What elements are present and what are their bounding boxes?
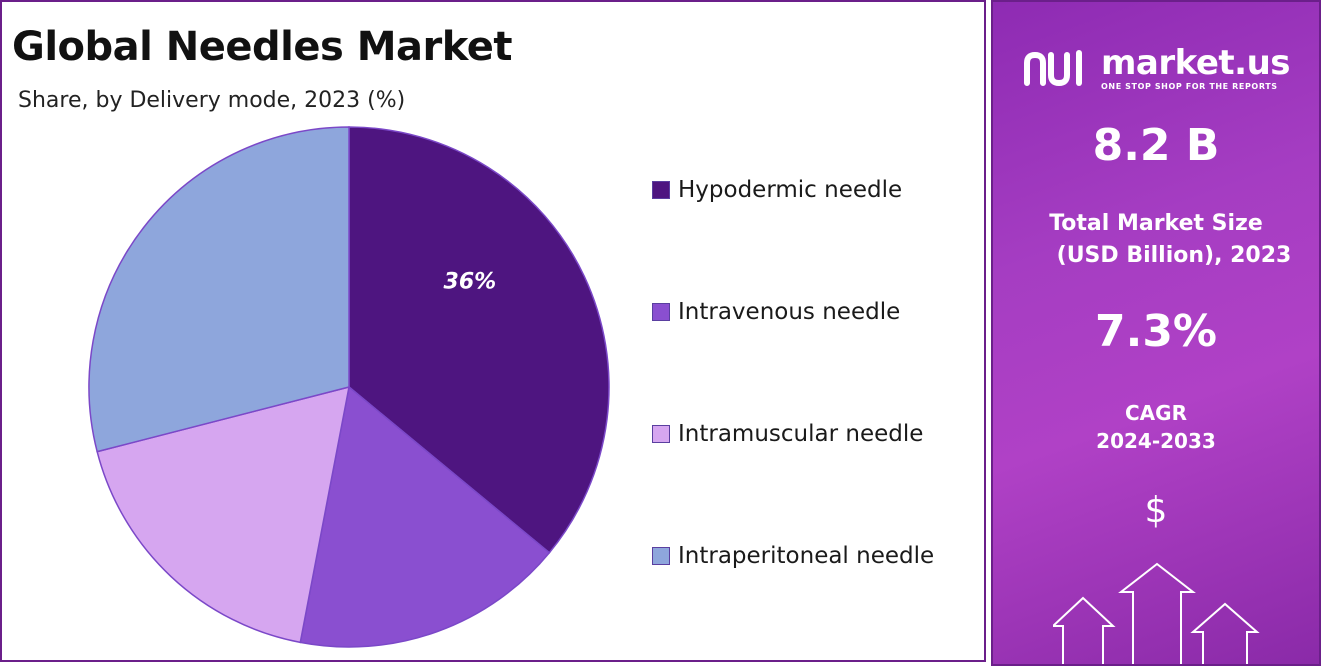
- legend-swatch: [652, 425, 670, 443]
- market-size-caption-line1: Total Market Size: [1049, 211, 1263, 236]
- legend-label: Intramuscular needle: [678, 421, 924, 447]
- up-arrow-icon: [1190, 602, 1260, 664]
- legend-label: Hypodermic needle: [678, 177, 903, 203]
- pie-data-label: 36%: [444, 269, 497, 294]
- chart-legend: Hypodermic needle Intravenous needle Intra…: [652, 172, 934, 574]
- growth-arrows: [1053, 562, 1260, 664]
- legend-swatch: [652, 181, 670, 199]
- up-arrow-icon: [1053, 596, 1116, 664]
- brand-name: market.us: [1101, 43, 1291, 83]
- legend-label: Intravenous needle: [678, 299, 901, 325]
- legend-item: Intraperitoneal needle: [652, 538, 934, 574]
- brand-tagline: ONE STOP SHOP FOR THE REPORTS: [1101, 82, 1278, 91]
- pie-slice-intramuscular-needle: [96, 385, 350, 644]
- pie-chart: 36%: [88, 126, 610, 648]
- legend-item: Intramuscular needle: [652, 416, 934, 452]
- cagr-caption-line2: 2024-2033: [1096, 429, 1216, 453]
- dollar-icon: $: [1144, 490, 1168, 531]
- legend-item: Hypodermic needle: [652, 172, 934, 208]
- chart-title: Global Needles Market: [12, 24, 513, 70]
- cagr-caption-line1: CAGR: [1125, 401, 1187, 425]
- pie-slice-intraperitoneal-needle: [88, 126, 350, 453]
- legend-swatch: [652, 547, 670, 565]
- market-size-value: 8.2 B: [1092, 120, 1220, 171]
- up-arrow-icon: [1118, 562, 1196, 664]
- brand-text: market.us ONE STOP SHOP FOR THE REPORTS: [1101, 43, 1291, 91]
- market-size-caption-line2: (USD Billion), 2023: [1056, 243, 1292, 268]
- legend-item: Intravenous needle: [652, 294, 934, 330]
- pie-slice-intravenous-needle: [299, 385, 551, 648]
- legend-label: Intraperitoneal needle: [678, 543, 935, 569]
- pie-slice-hypodermic-needle: [348, 126, 610, 554]
- cagr-value: 7.3%: [1094, 306, 1218, 357]
- market-us-logo-icon: [1024, 49, 1082, 86]
- brand: market.us ONE STOP SHOP FOR THE REPORTS: [1023, 43, 1291, 91]
- chart-subtitle: Share, by Delivery mode, 2023 (%): [18, 88, 406, 113]
- legend-swatch: [652, 303, 670, 321]
- chart-panel: Global Needles Market Share, by Delivery…: [0, 0, 986, 662]
- summary-panel: market.us ONE STOP SHOP FOR THE REPORTS …: [991, 0, 1321, 666]
